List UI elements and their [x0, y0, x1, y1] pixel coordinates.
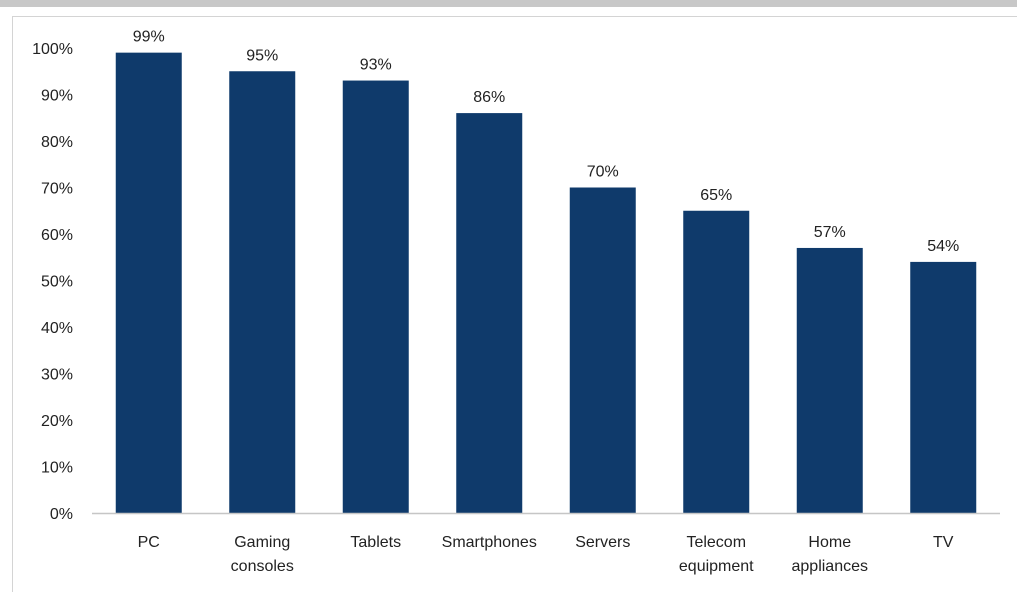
- y-axis-ticks: 0% 10% 20% 30% 40% 50% 60% 70% 80% 90% 100%: [32, 41, 73, 523]
- bar: [683, 210, 750, 513]
- bar: [796, 247, 863, 513]
- bars: [115, 52, 977, 514]
- category-label: PC: [138, 534, 160, 551]
- data-label: 65%: [700, 187, 732, 204]
- data-label: 70%: [587, 164, 619, 181]
- category-labels: PC Gaming consoles Tablets Smartphones Server…: [138, 534, 954, 575]
- data-label: 57%: [814, 224, 846, 241]
- category-label: Gaming consoles: [231, 534, 294, 575]
- data-label: 93%: [360, 57, 392, 74]
- top-rule: [0, 0, 1017, 7]
- category-label: Home appliances: [792, 534, 869, 575]
- y-tick-label: 90%: [41, 88, 73, 105]
- data-labels: 99% 95% 93% 86% 70% 65% 57% 54%: [133, 29, 960, 255]
- y-tick-label: 20%: [41, 413, 73, 430]
- y-tick-label: 100%: [32, 41, 73, 58]
- bar: [342, 80, 409, 514]
- chart-frame: [12, 16, 1017, 592]
- data-label: 54%: [927, 238, 959, 255]
- y-tick-label: 70%: [41, 181, 73, 198]
- category-label: Smartphones: [442, 534, 537, 551]
- y-tick-label: 80%: [41, 134, 73, 151]
- data-label: 95%: [246, 47, 278, 64]
- y-tick-label: 0%: [50, 506, 73, 523]
- bar: [115, 52, 182, 514]
- category-label: Telecom equipment: [679, 534, 754, 575]
- bar: [456, 113, 523, 513]
- category-label: TV: [933, 534, 954, 551]
- y-tick-label: 50%: [41, 274, 73, 291]
- y-tick-label: 40%: [41, 320, 73, 337]
- category-label: Servers: [575, 534, 630, 551]
- bar: [569, 187, 636, 513]
- y-tick-label: 60%: [41, 227, 73, 244]
- y-tick-label: 30%: [41, 367, 73, 384]
- data-label: 86%: [473, 89, 505, 106]
- data-label: 99%: [133, 29, 165, 46]
- y-tick-label: 10%: [41, 460, 73, 477]
- bar: [910, 261, 977, 513]
- category-label: Tablets: [350, 534, 401, 551]
- bar: [229, 71, 296, 513]
